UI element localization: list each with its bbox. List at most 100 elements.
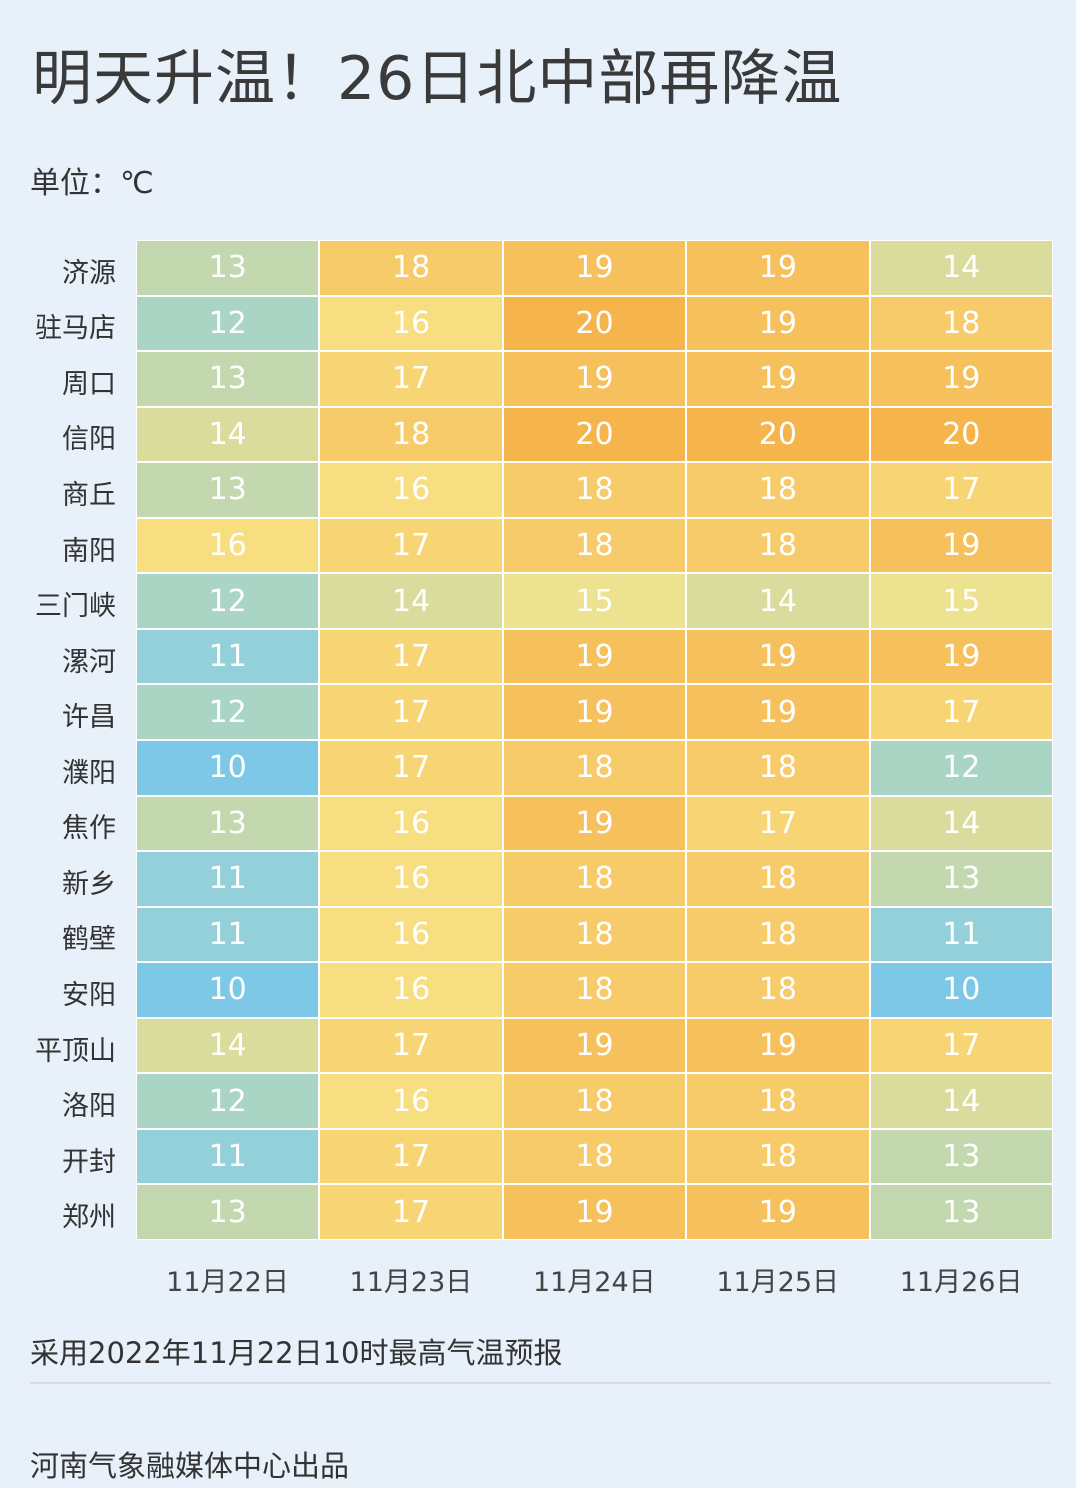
heatmap-cell: 12 [136, 295, 320, 352]
heatmap-cell: 16 [136, 517, 320, 574]
heatmap-cell: 17 [319, 1128, 503, 1185]
column-label: 11月26日 [899, 1267, 1023, 1298]
heatmap-cell: 19 [869, 517, 1053, 574]
row-label: 鹤壁 [62, 924, 116, 956]
heatmap-cell: 13 [869, 1184, 1053, 1240]
heatmap-cell: 17 [319, 517, 503, 574]
row-label: 许昌 [62, 702, 116, 734]
heatmap-cell: 18 [502, 517, 687, 574]
heatmap-cell: 16 [319, 851, 503, 907]
heatmap-cell: 18 [869, 295, 1053, 352]
heatmap-cell: 19 [502, 795, 687, 852]
heatmap-cell: 18 [686, 1128, 870, 1185]
row-label: 新乡 [62, 868, 116, 900]
row-label: 洛阳 [62, 1091, 116, 1123]
heatmap-cell: 19 [686, 240, 870, 296]
row-label: 驻马店 [35, 313, 116, 345]
heatmap-cell: 14 [869, 240, 1053, 296]
heatmap-cell: 11 [869, 906, 1053, 963]
heatmap-cell: 17 [319, 628, 503, 685]
row-label: 焦作 [62, 813, 116, 845]
heatmap-cell: 18 [319, 240, 503, 296]
heatmap-cell: 16 [319, 462, 503, 518]
heatmap-cell: 14 [136, 406, 320, 463]
heatmap-cell: 13 [136, 462, 320, 518]
credit-text: 河南气象融媒体中心出品 [30, 1449, 350, 1483]
heatmap-cell: 19 [686, 1184, 870, 1240]
heatmap-cell: 15 [869, 573, 1053, 629]
heatmap-cell: 18 [502, 1128, 687, 1185]
heatmap-cell: 18 [686, 740, 870, 796]
row-label: 南阳 [62, 535, 116, 567]
row-label: 开封 [62, 1146, 116, 1178]
column-label: 11月22日 [166, 1267, 289, 1298]
heatmap-cell: 17 [686, 795, 870, 852]
row-label: 济源 [62, 257, 116, 289]
heatmap-cell: 18 [502, 740, 687, 796]
heatmap-cell: 13 [136, 351, 320, 407]
heatmap-cell: 18 [502, 906, 687, 963]
heatmap-cell: 18 [502, 462, 687, 518]
heatmap-cell: 18 [502, 1073, 687, 1129]
heatmap-cell: 19 [686, 295, 870, 352]
divider [30, 1382, 1051, 1384]
heatmap-cell: 19 [502, 1184, 687, 1240]
heatmap-grid: 13 18 19 19 14 12 16 20 19 18 13 17 19 19 19 14 18 20 20 20… [136, 240, 1053, 1240]
heatmap-cell: 12 [136, 573, 320, 629]
heatmap-cell: 18 [686, 851, 870, 907]
heatmap-cell: 16 [319, 962, 503, 1018]
heatmap-cell: 16 [319, 295, 503, 352]
heatmap-cell: 15 [502, 573, 687, 629]
heatmap-cell: 19 [686, 1017, 870, 1074]
heatmap-cell: 19 [869, 351, 1053, 407]
heatmap-cell: 13 [869, 1128, 1053, 1185]
heatmap-cell: 17 [869, 684, 1053, 740]
heatmap-cell: 14 [686, 573, 870, 629]
heatmap-cell: 19 [502, 351, 687, 407]
heatmap-cell: 18 [319, 406, 503, 463]
heatmap-cell: 17 [319, 351, 503, 407]
column-label: 11月25日 [716, 1267, 840, 1298]
heatmap-cell: 19 [686, 684, 870, 740]
heatmap-cell: 18 [686, 1073, 870, 1129]
row-label: 三门峡 [35, 591, 116, 623]
heatmap-cell: 12 [136, 1073, 320, 1129]
heatmap-cell: 17 [319, 1017, 503, 1074]
unit-label: 单位：℃ [30, 166, 154, 201]
heatmap-cell: 18 [686, 906, 870, 963]
column-label: 11月24日 [532, 1267, 656, 1298]
heatmap-cell: 18 [502, 962, 687, 1018]
heatmap-cell: 20 [502, 406, 687, 463]
heatmap-cell: 20 [686, 406, 870, 463]
heatmap-cell: 10 [136, 740, 320, 796]
heatmap-cell: 19 [502, 240, 687, 296]
row-label: 濮阳 [62, 757, 116, 789]
heatmap-cell: 19 [686, 351, 870, 407]
row-label: 漯河 [62, 646, 116, 678]
heatmap-cell: 13 [136, 240, 320, 296]
row-label: 平顶山 [35, 1035, 116, 1067]
heatmap-cell: 11 [136, 1128, 320, 1185]
heatmap-cell: 12 [869, 740, 1053, 796]
heatmap-cell: 10 [869, 962, 1053, 1018]
heatmap-cell: 10 [136, 962, 320, 1018]
heatmap-cell: 16 [319, 795, 503, 852]
page-title: 明天升温！26日北中部再降温 [32, 44, 843, 114]
heatmap-cell: 17 [319, 1184, 503, 1240]
heatmap-cell: 13 [136, 1184, 320, 1240]
row-label: 安阳 [62, 980, 116, 1011]
heatmap-cell: 18 [502, 851, 687, 907]
column-label: 11月23日 [349, 1267, 473, 1298]
heatmap-cell: 14 [869, 795, 1053, 852]
heatmap-cell: 19 [869, 628, 1053, 685]
heatmap-cell: 18 [686, 517, 870, 574]
heatmap-cell: 20 [502, 295, 687, 352]
heatmap-cell: 19 [502, 1017, 687, 1074]
heatmap-cell: 11 [136, 906, 320, 963]
heatmap-cell: 11 [136, 628, 320, 685]
row-label: 周口 [62, 368, 116, 400]
heatmap-cell: 13 [869, 851, 1053, 907]
heatmap-cell: 19 [686, 628, 870, 685]
heatmap-cell: 11 [136, 851, 320, 907]
heatmap-cell: 17 [869, 462, 1053, 518]
